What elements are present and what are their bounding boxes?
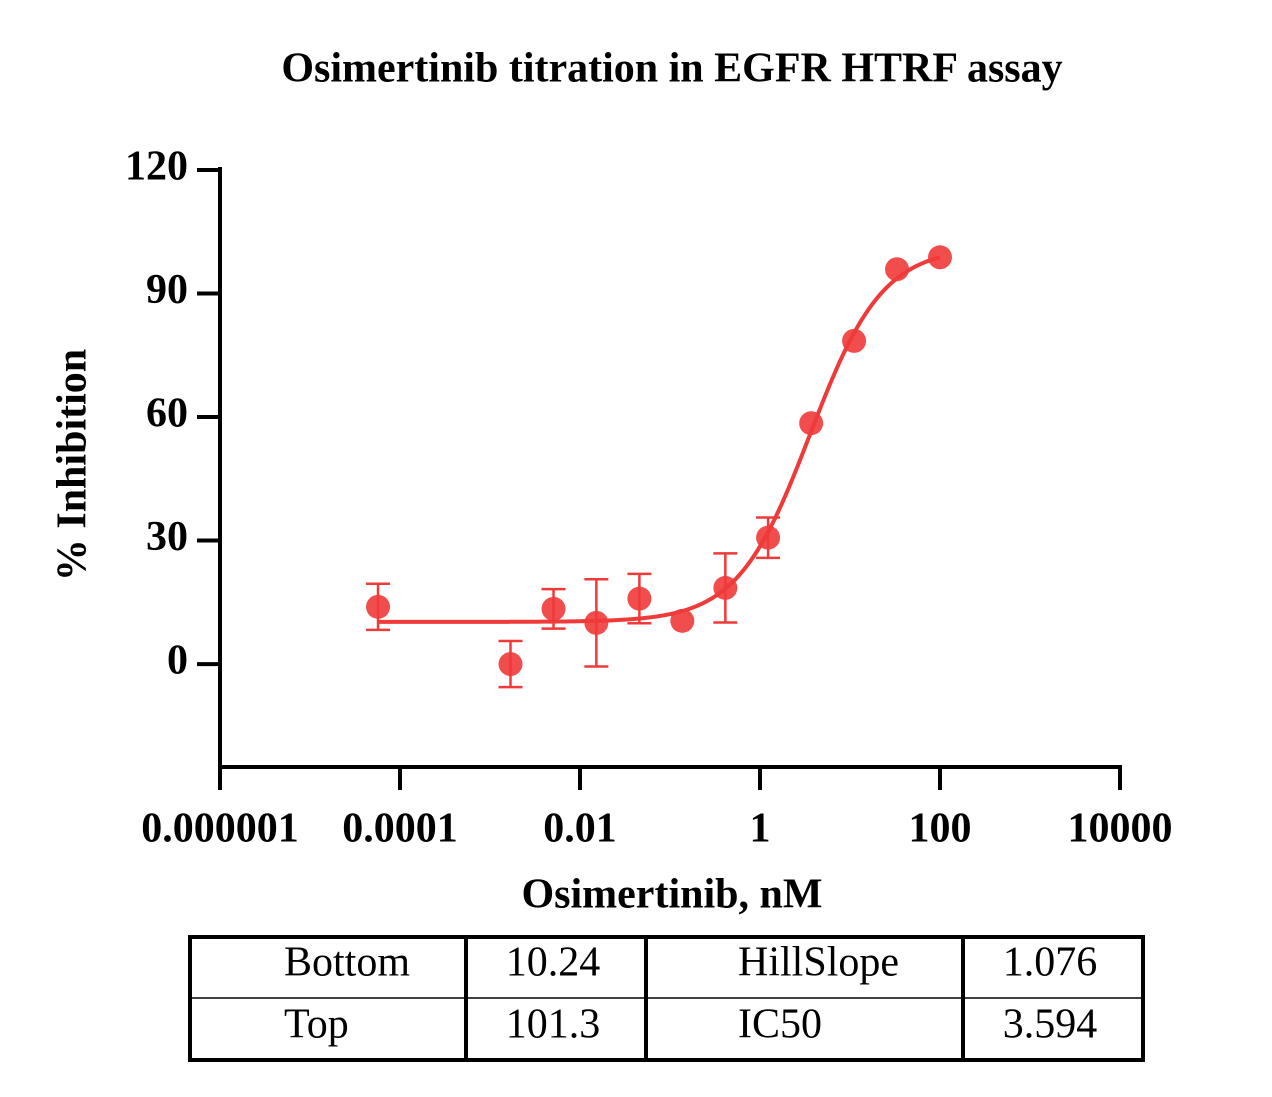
x-tick-label: 100 <box>909 806 972 852</box>
table-cell: Top <box>284 1002 349 1048</box>
y-tick-label: 0 <box>167 638 188 684</box>
data-point <box>842 328 867 353</box>
data-point <box>928 245 952 270</box>
table-cell: 1.076 <box>1003 940 1098 986</box>
data-point <box>627 586 652 611</box>
table-cell: Bottom <box>284 940 410 986</box>
data-point <box>799 411 824 436</box>
y-axis-label: % Inhibition <box>50 349 96 581</box>
x-tick-label: 0.000001 <box>141 806 299 852</box>
x-tick-label: 10000 <box>1068 806 1173 852</box>
data-point <box>756 525 781 550</box>
data-point <box>541 596 566 621</box>
table-cell: HillSlope <box>738 940 899 986</box>
y-tick-label: 60 <box>146 391 188 437</box>
table-cell: IC50 <box>738 1002 822 1048</box>
data-point <box>670 608 695 633</box>
table-cell: 3.594 <box>1003 1002 1098 1048</box>
table-cell: 10.24 <box>506 940 601 986</box>
y-tick-label: 90 <box>146 267 188 313</box>
table-cell: 101.3 <box>506 1002 601 1048</box>
data-point <box>366 594 391 619</box>
x-tick-label: 0.0001 <box>342 806 458 852</box>
fit-curve <box>378 255 941 624</box>
data-point <box>885 257 910 282</box>
data-point <box>498 652 523 677</box>
x-tick-label: 1 <box>750 806 771 852</box>
data-point <box>584 610 609 635</box>
y-tick-label: 30 <box>146 514 188 560</box>
y-tick-label: 120 <box>125 144 188 190</box>
chart-title: Osimertinib titration in EGFR HTRF assay <box>281 46 1062 92</box>
data-point <box>713 575 738 600</box>
x-axis-label: Osimertinib, nM <box>522 872 823 918</box>
x-tick-label: 0.01 <box>543 806 617 852</box>
